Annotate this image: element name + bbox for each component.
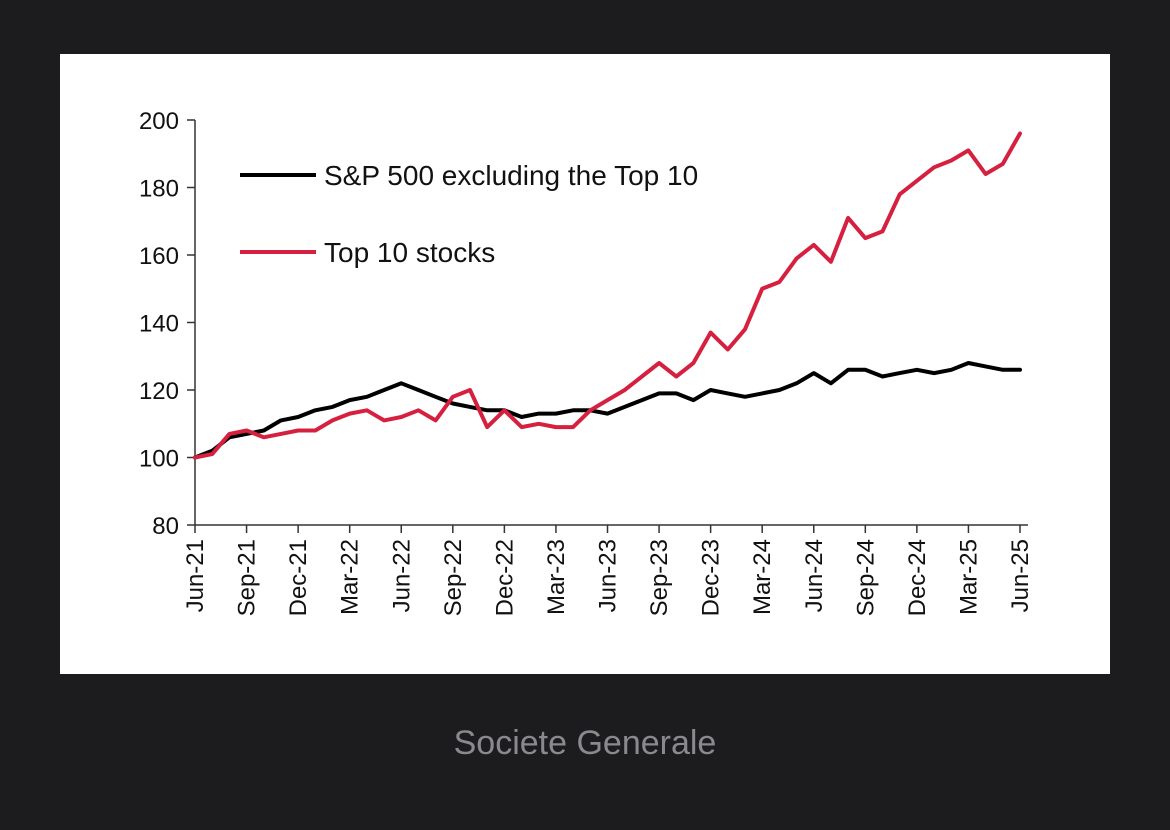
source-caption: Societe Generale: [453, 724, 717, 762]
x-tick-label: Sep-23: [646, 539, 673, 616]
y-tick-label: 80: [152, 513, 179, 540]
x-tick-label: Mar-22: [337, 539, 364, 615]
x-tick-label: Jun-23: [595, 539, 622, 612]
y-tick-label: 200: [139, 108, 179, 135]
legend: S&P 500 excluding the Top 10 Top 10 stoc…: [240, 160, 698, 268]
y-tick-label: 160: [139, 243, 179, 270]
x-tick-label: Dec-21: [285, 539, 312, 616]
x-tick-label: Mar-24: [749, 539, 776, 615]
x-tick-label: Dec-23: [698, 539, 725, 616]
x-tick-label: Sep-24: [852, 539, 879, 616]
x-tick-label: Dec-24: [904, 539, 931, 616]
x-tick-label: Sep-21: [234, 539, 261, 616]
legend-label-sp500: S&P 500 excluding the Top 10: [324, 160, 698, 191]
x-tick-label: Jun-24: [801, 539, 828, 612]
x-tick-label: Mar-25: [955, 539, 982, 615]
series-lines: [193, 131, 1022, 460]
chart-card: 80 100 120 140 160 180 200 Jun-21 Sep-21 Dec-21 M…: [60, 54, 1110, 674]
line-chart: 80 100 120 140 160 180 200 Jun-21 Sep-21 Dec-21 M…: [139, 108, 1034, 616]
legend-label-top10: Top 10 stocks: [324, 237, 495, 268]
y-tick-label: 100: [139, 446, 179, 473]
y-axis-ticks: 80 100 120 140 160 180 200: [139, 108, 195, 540]
y-tick-label: 140: [139, 311, 179, 338]
x-tick-label: Dec-22: [491, 539, 518, 616]
x-tick-label: Jun-22: [388, 539, 415, 612]
x-tick-label: Mar-23: [543, 539, 570, 615]
y-tick-label: 180: [139, 176, 179, 203]
series-line-sp500-ex-top10: [193, 361, 1022, 460]
series-line-top10: [193, 131, 1022, 460]
x-tick-label: Jun-21: [182, 539, 209, 612]
x-tick-label: Sep-22: [440, 539, 467, 616]
y-tick-label: 120: [139, 378, 179, 405]
x-tick-label: Jun-25: [1007, 539, 1034, 612]
x-axis-ticks: Jun-21 Sep-21 Dec-21 Mar-22 Jun-22 Sep-22 Dec-…: [182, 525, 1034, 616]
